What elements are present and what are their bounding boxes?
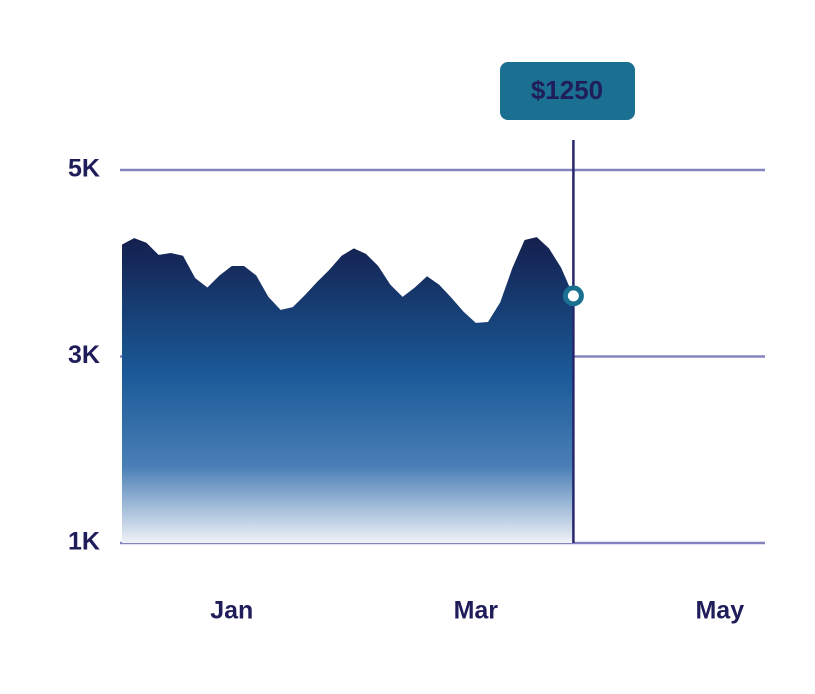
x-tick-label: May — [695, 597, 744, 625]
x-tick-label: Jan — [210, 597, 253, 625]
y-tick-label: 3K — [68, 341, 100, 369]
y-tick-label: 1K — [68, 528, 100, 556]
tooltip-box — [500, 62, 635, 120]
point-marker — [562, 285, 584, 307]
x-tick-label: Mar — [454, 597, 499, 625]
tooltip: $1250 — [531, 75, 603, 105]
area — [122, 237, 574, 543]
y-tick-label: 5K — [68, 155, 100, 183]
